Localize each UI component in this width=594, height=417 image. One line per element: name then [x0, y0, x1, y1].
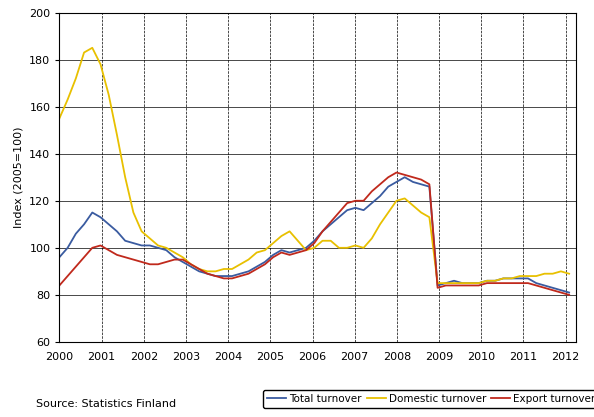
Total turnover — [311, 238, 318, 243]
Total turnover — [294, 248, 301, 253]
Export turnover — [294, 250, 301, 255]
Total turnover — [565, 290, 573, 295]
Total turnover — [557, 288, 564, 293]
Export turnover — [565, 292, 573, 297]
Export turnover — [418, 177, 425, 182]
Domestic turnover — [319, 238, 326, 243]
Domestic turnover — [220, 266, 228, 271]
Domestic turnover — [302, 248, 309, 253]
Export turnover — [393, 170, 400, 175]
Domestic turnover — [434, 281, 441, 286]
Export turnover — [311, 241, 318, 246]
Line: Domestic turnover: Domestic turnover — [59, 48, 569, 283]
Text: Source: Statistics Finland: Source: Statistics Finland — [36, 399, 176, 409]
Export turnover — [195, 266, 203, 271]
Total turnover — [56, 255, 63, 260]
Total turnover — [401, 175, 408, 180]
Domestic turnover — [565, 271, 573, 276]
Total turnover — [195, 269, 203, 274]
Total turnover — [212, 274, 219, 279]
Export turnover — [212, 274, 219, 279]
Y-axis label: Index (2005=100): Index (2005=100) — [14, 126, 24, 228]
Domestic turnover — [557, 269, 564, 274]
Line: Export turnover: Export turnover — [59, 173, 569, 295]
Domestic turnover — [89, 45, 96, 50]
Domestic turnover — [418, 210, 425, 215]
Domestic turnover — [204, 269, 211, 274]
Export turnover — [56, 283, 63, 288]
Legend: Total turnover, Domestic turnover, Export turnover: Total turnover, Domestic turnover, Expor… — [263, 390, 594, 408]
Domestic turnover — [56, 116, 63, 121]
Export turnover — [557, 290, 564, 295]
Line: Total turnover: Total turnover — [59, 177, 569, 293]
Total turnover — [418, 182, 425, 187]
